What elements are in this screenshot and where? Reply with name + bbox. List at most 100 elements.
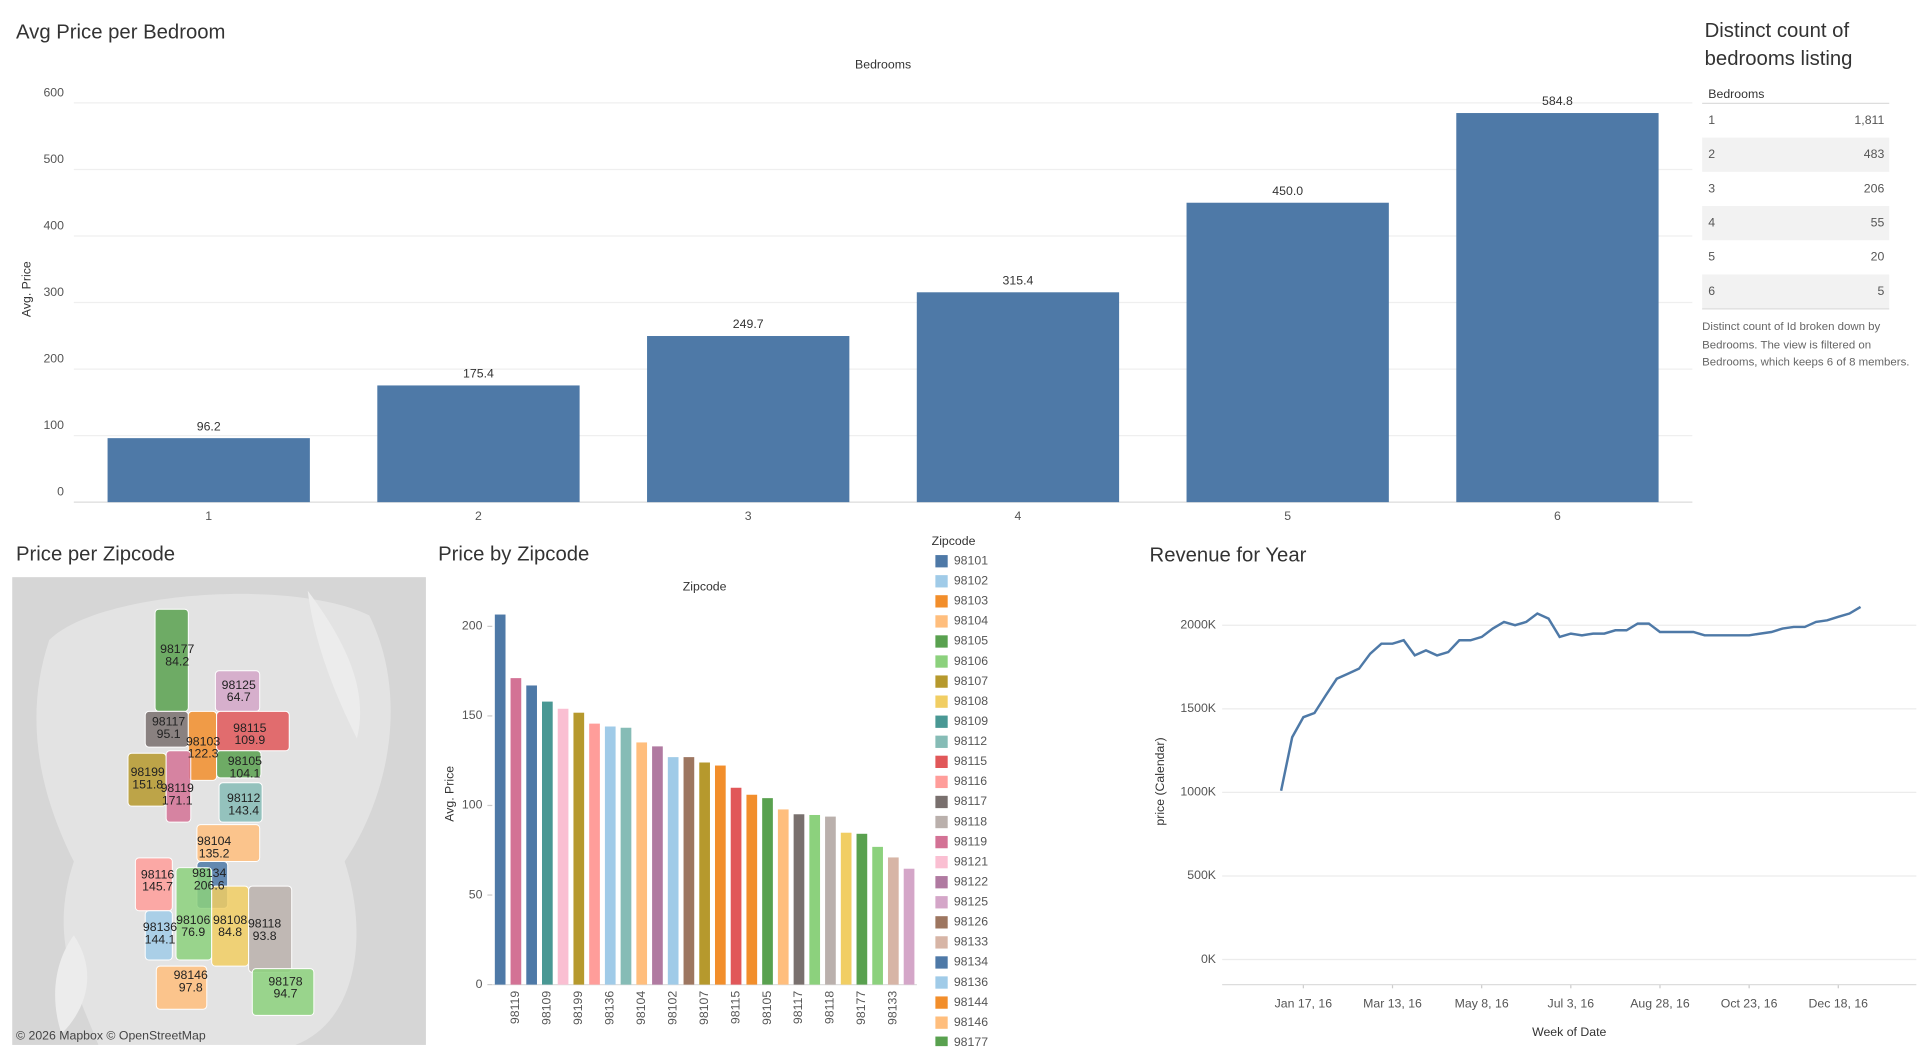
legend-swatch <box>935 775 948 789</box>
legend-swatch <box>935 795 948 809</box>
bar <box>825 816 836 985</box>
y-tick-label: 100 <box>43 418 64 432</box>
bar <box>647 336 850 503</box>
legend-label: 98109 <box>954 714 988 728</box>
row-label: 5 <box>1708 250 1715 264</box>
x-tick-label: May 8, 16 <box>1455 997 1509 1011</box>
bar <box>510 678 522 985</box>
cell-value: 20 <box>1871 250 1885 264</box>
y-tick-label: 1000K <box>1180 785 1216 799</box>
region-zip: 98106 <box>176 913 210 927</box>
region-value: 104.1 <box>230 766 261 780</box>
legend-label: 98115 <box>954 754 987 768</box>
cell-value: 5 <box>1877 284 1884 298</box>
bar <box>377 385 580 503</box>
legend-label: 98105 <box>954 634 988 648</box>
legend-label: 98116 <box>954 774 987 788</box>
chart-title: Revenue for Year <box>1150 545 1307 567</box>
x-axis-title: Week of Date <box>1532 1025 1606 1039</box>
bar <box>793 814 805 985</box>
x-tick-label: 98102 <box>665 991 679 1025</box>
bar <box>856 833 868 985</box>
x-tick-label: 98109 <box>540 991 554 1025</box>
region-value: 64.7 <box>227 690 251 704</box>
legend-label: 98136 <box>954 975 988 989</box>
region-zip: 98108 <box>213 913 247 927</box>
map-land <box>55 590 361 1034</box>
chart-title: Price by Zipcode <box>438 543 589 565</box>
legend-label: 98119 <box>954 834 987 848</box>
cell-value: 206 <box>1864 181 1885 195</box>
region-zip: 98136 <box>143 920 177 934</box>
region-zip: 98134 <box>192 866 226 880</box>
row-band <box>1702 137 1890 172</box>
y-axis-title: Avg. Price <box>19 261 33 317</box>
x-tick-label: Dec 18, 16 <box>1809 997 1869 1011</box>
legend-label: 98134 <box>954 955 988 969</box>
legend-label: 98146 <box>954 1015 988 1029</box>
legend-label: 98126 <box>954 915 988 929</box>
bar <box>762 798 773 985</box>
legend-swatch <box>935 695 948 708</box>
x-tick-label: 98199 <box>571 991 585 1025</box>
x-tick-label: Mar 13, 16 <box>1363 997 1422 1011</box>
region-zip: 98119 <box>161 781 194 795</box>
y-tick-label: 0K <box>1201 952 1217 966</box>
bar <box>557 708 569 985</box>
legend-label: 98103 <box>954 594 988 608</box>
region-zip: 98103 <box>186 734 220 748</box>
region-zip: 98116 <box>141 867 174 881</box>
bar <box>494 614 506 985</box>
bar <box>526 685 537 985</box>
region-value: 135.2 <box>199 846 230 860</box>
region-zip: 98199 <box>131 765 165 779</box>
x-axis-title: Bedrooms <box>855 57 911 71</box>
legend-label: 98122 <box>954 874 988 888</box>
y-tick-label: 1500K <box>1180 701 1216 715</box>
legend-swatch <box>935 735 948 748</box>
y-axis-title: price (Calendar) <box>1153 737 1167 825</box>
legend-swatch <box>935 1036 948 1047</box>
chart-title: Price per Zipcode <box>16 543 175 565</box>
bar <box>809 814 821 985</box>
value-label: 315.4 <box>1003 273 1034 287</box>
y-tick-label: 0 <box>57 485 64 499</box>
legend-label: 98121 <box>954 854 988 868</box>
region-value: 145.7 <box>142 880 173 894</box>
y-tick-label: 200 <box>43 351 64 365</box>
legend-label: 98125 <box>954 895 988 909</box>
map-region <box>165 750 192 823</box>
cell-value: 55 <box>1871 216 1885 230</box>
region-value: 151.8 <box>132 777 163 791</box>
bar <box>916 292 1120 503</box>
bar <box>872 846 883 985</box>
legend-label: 98104 <box>954 614 988 628</box>
region-zip: 98146 <box>174 968 208 982</box>
y-tick-label: 150 <box>462 708 483 722</box>
legend-swatch <box>935 715 948 728</box>
legend-title: Zipcode <box>932 534 976 548</box>
x-tick-label: 98107 <box>697 991 711 1025</box>
row-band <box>1702 274 1890 309</box>
region-value: 109.9 <box>234 733 265 747</box>
legend-swatch <box>935 876 948 889</box>
map-attribution: © 2026 Mapbox © OpenStreetMap <box>16 1029 206 1043</box>
bar <box>887 857 899 985</box>
bar <box>730 787 742 985</box>
row-label: 1 <box>1708 113 1715 127</box>
table-caption-box: Distinct count of Id broken down by Bedr… <box>1702 320 1909 369</box>
bar <box>667 757 679 985</box>
legend-label: 98108 <box>954 694 988 708</box>
column-header: Bedrooms <box>1708 87 1764 101</box>
legend-swatch <box>935 815 948 829</box>
legend-label: 98133 <box>954 935 988 949</box>
legend-swatch <box>935 595 948 608</box>
legend-swatch <box>935 956 948 969</box>
bar <box>714 765 726 985</box>
y-tick-label: 300 <box>43 285 64 299</box>
bar <box>699 762 710 985</box>
legend-label: 98118 <box>954 814 987 828</box>
region-value: 144.1 <box>145 933 176 947</box>
bar <box>903 868 915 985</box>
